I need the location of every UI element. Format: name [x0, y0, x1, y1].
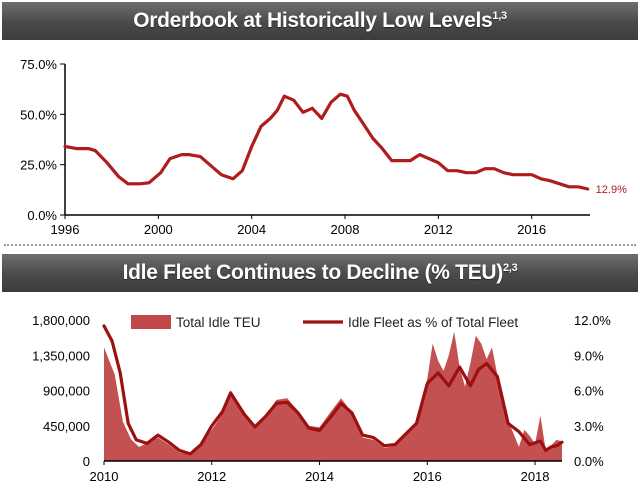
top-y-axis-ticks: 0.0% 25.0% 50.0% 75.0% — [20, 57, 65, 223]
top-y-tick-label: 75.0% — [20, 57, 57, 72]
bottom-x-tick-label: 2010 — [90, 469, 119, 484]
legend-label-idle-fleet-percent: Idle Fleet as % of Total Fleet — [348, 315, 518, 330]
bottom-right-y-tick-label: 3.0% — [574, 419, 604, 434]
bottom-right-y-axis-ticks: 0.0% 3.0% 6.0% 9.0% 12.0% — [574, 313, 611, 469]
orderbook-line-chart: 0.0% 25.0% 50.0% 75.0% 1996 2000 2004 2008 2012… — [20, 57, 627, 237]
idle-fleet-percent-line — [102, 324, 564, 456]
top-x-axis-ticks: 1996 2000 2004 2008 2012 2016 — [51, 215, 546, 237]
orderbook-end-value-label: 12.9% — [596, 184, 627, 196]
top-x-tick-label: 2008 — [331, 222, 360, 237]
top-chart-title: Orderbook at Historically Low Levels — [133, 9, 493, 32]
top-x-tick-label: 2012 — [424, 222, 453, 237]
orderbook-series-line — [63, 92, 590, 191]
bottom-chart-title-footnote: 2,3 — [502, 262, 518, 274]
bottom-x-tick-label: 2012 — [197, 469, 226, 484]
bottom-x-tick-label: 2014 — [305, 469, 334, 484]
top-x-tick-label: 2016 — [517, 222, 546, 237]
bottom-right-y-tick-label: 12.0% — [574, 313, 611, 328]
panel-divider — [4, 244, 636, 246]
total-idle-teu-area — [104, 331, 562, 461]
top-chart-title-banner: Orderbook at Historically Low Levels1,3 — [2, 2, 638, 40]
bottom-left-y-tick-label: 450,000 — [43, 419, 90, 434]
bottom-left-y-axis-ticks: 0 450,000 900,000 1,350,000 1,800,000 — [32, 313, 90, 469]
legend-swatch-total-idle-teu — [131, 315, 171, 329]
bottom-x-axis-ticks: 2010 2012 2014 2016 2018 — [90, 461, 550, 484]
top-x-tick-label: 2000 — [144, 222, 173, 237]
top-chart-title-footnote: 1,3 — [492, 10, 507, 22]
top-y-tick-label: 25.0% — [20, 158, 57, 173]
legend-label-total-idle-teu: Total Idle TEU — [176, 315, 261, 330]
bottom-left-y-tick-label: 0 — [83, 454, 90, 469]
bottom-x-tick-label: 2018 — [521, 469, 550, 484]
bottom-chart-title: Idle Fleet Continues to Decline (% TEU) — [122, 261, 504, 284]
top-x-tick-label: 1996 — [51, 222, 80, 237]
bottom-left-y-tick-label: 1,350,000 — [32, 348, 90, 363]
bottom-right-y-tick-label: 6.0% — [574, 384, 604, 399]
bottom-right-y-tick-label: 9.0% — [574, 348, 604, 363]
bottom-x-tick-label: 2016 — [413, 469, 442, 484]
top-y-tick-label: 0.0% — [27, 208, 57, 223]
top-x-tick-label: 2004 — [237, 222, 266, 237]
bottom-chart-title-banner: Idle Fleet Continues to Decline (% TEU)2… — [2, 254, 638, 292]
bottom-right-y-tick-label: 0.0% — [574, 454, 604, 469]
bottom-left-y-tick-label: 900,000 — [43, 384, 90, 399]
bottom-chart-legend: Total Idle TEU Idle Fleet as % of Total … — [131, 315, 518, 330]
top-y-tick-label: 50.0% — [20, 107, 57, 122]
bottom-left-y-tick-label: 1,800,000 — [32, 313, 90, 328]
